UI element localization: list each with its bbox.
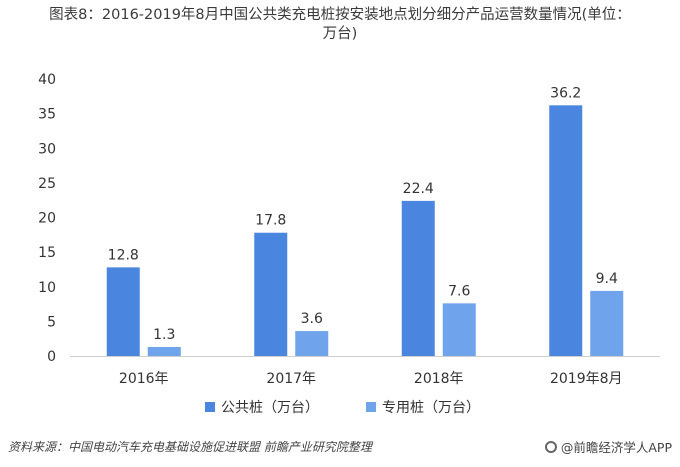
data-label: 12.8: [108, 247, 139, 263]
legend-swatch: [366, 402, 376, 412]
y-tick-label: 40: [38, 72, 56, 88]
x-tick-label: 2018年: [414, 371, 464, 387]
y-tick-label: 15: [38, 245, 56, 261]
legend-swatch: [205, 402, 215, 412]
brand-text: @前瞻经济学人APP: [560, 440, 672, 455]
data-label: 3.6: [301, 311, 323, 327]
y-tick-label: 35: [38, 107, 56, 123]
brand-logo-icon: [544, 440, 557, 453]
legend-label: 公共桩（万台）: [221, 399, 319, 416]
data-label: 17.8: [255, 213, 286, 229]
data-label: 1.3: [153, 327, 175, 343]
x-tick-label: 2017年: [266, 371, 316, 387]
bar-public: [401, 200, 435, 356]
chart-title-line-1: 图表8：2016-2019年8月中国公共类充电桩按安装地点划分细分产品运营数量情…: [49, 7, 631, 23]
y-tick-label: 20: [38, 211, 56, 227]
data-label: 22.4: [403, 181, 434, 197]
data-label: 9.4: [596, 271, 618, 287]
y-tick-label: 5: [47, 314, 56, 330]
x-tick-label: 2019年8月: [550, 371, 623, 387]
bar-dedicated: [295, 331, 329, 356]
y-tick-label: 10: [38, 280, 56, 296]
y-tick-label: 30: [38, 141, 56, 157]
chart-title: 图表8：2016-2019年8月中国公共类充电桩按安装地点划分细分产品运营数量情…: [0, 6, 680, 44]
bar-dedicated: [590, 290, 624, 356]
legend-label: 专用桩（万台）: [382, 399, 480, 416]
y-tick-label: 0: [47, 349, 56, 365]
data-label: 36.2: [550, 85, 581, 101]
bar-dedicated: [442, 303, 476, 356]
y-tick-label: 25: [38, 176, 56, 192]
chart-title-line-2: 万台): [322, 26, 358, 42]
bar-public: [254, 232, 288, 356]
data-label: 7.6: [448, 283, 470, 299]
x-tick-label: 2016年: [119, 371, 169, 387]
source-note: 资料来源：中国电动汽车充电基础设施促进联盟 前瞻产业研究院整理: [8, 440, 372, 454]
bar-public: [106, 267, 140, 356]
bar-public: [549, 105, 583, 356]
bar-dedicated: [147, 346, 181, 356]
brand-label: @前瞻经济学人APP: [544, 437, 672, 456]
